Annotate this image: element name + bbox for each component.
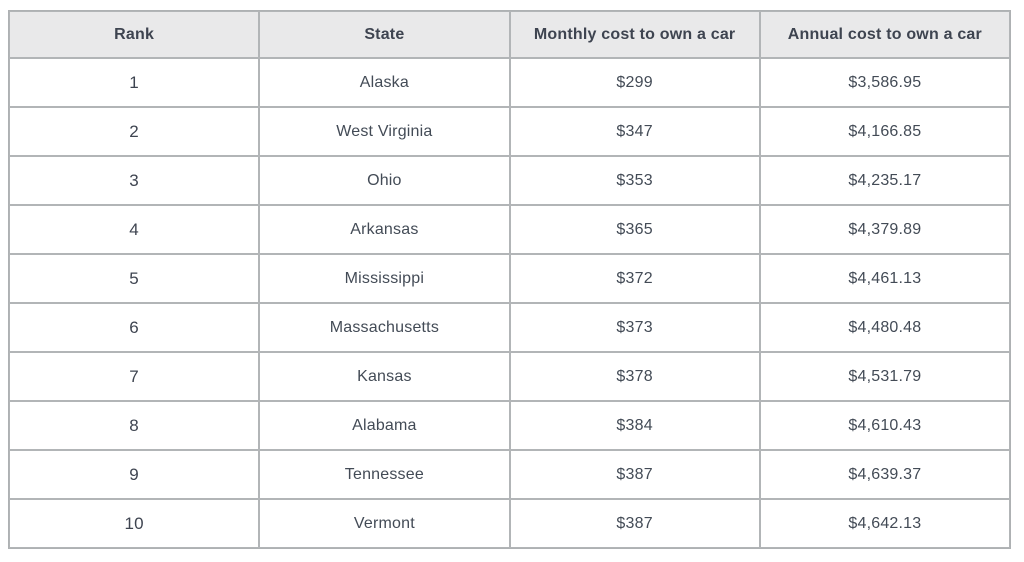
table-row: 5 Mississippi $372 $4,461.13 [9,254,1010,303]
table-header: Rank State Monthly cost to own a car Ann… [9,11,1010,58]
monthly-cost-cell: $384 [509,401,760,450]
col-header-annual-cost: Annual cost to own a car [759,11,1010,58]
annual-cost-cell: $4,639.37 [759,450,1010,499]
rank-cell: 1 [9,58,260,107]
monthly-cost-cell: $387 [509,499,760,548]
table-body: 1 Alaska $299 $3,586.95 2 West Virginia $347 $4… [9,58,1010,548]
state-cell: Tennessee [259,450,510,499]
annual-cost-cell: $4,379.89 [759,205,1010,254]
state-cell: Alaska [259,58,510,107]
annual-cost-cell: $4,461.13 [759,254,1010,303]
rank-cell: 2 [9,107,260,156]
rank-cell: 7 [9,352,260,401]
monthly-cost-cell: $378 [509,352,760,401]
monthly-cost-cell: $299 [509,58,760,107]
annual-cost-cell: $4,531.79 [759,352,1010,401]
monthly-cost-cell: $347 [509,107,760,156]
table-row: 6 Massachusetts $373 $4,480.48 [9,303,1010,352]
rank-cell: 5 [9,254,260,303]
col-header-rank: Rank [9,11,260,58]
table-row: 4 Arkansas $365 $4,379.89 [9,205,1010,254]
monthly-cost-cell: $373 [509,303,760,352]
state-cell: Arkansas [259,205,510,254]
state-cell: West Virginia [259,107,510,156]
rank-cell: 8 [9,401,260,450]
car-ownership-cost-table: Rank State Monthly cost to own a car Ann… [8,10,1011,549]
state-cell: Mississippi [259,254,510,303]
rank-cell: 9 [9,450,260,499]
col-header-state: State [259,11,510,58]
monthly-cost-cell: $353 [509,156,760,205]
monthly-cost-cell: $387 [509,450,760,499]
table-row: 8 Alabama $384 $4,610.43 [9,401,1010,450]
table-row: 1 Alaska $299 $3,586.95 [9,58,1010,107]
rank-cell: 3 [9,156,260,205]
table-row: 3 Ohio $353 $4,235.17 [9,156,1010,205]
annual-cost-cell: $4,610.43 [759,401,1010,450]
table-row: 2 West Virginia $347 $4,166.85 [9,107,1010,156]
annual-cost-cell: $4,480.48 [759,303,1010,352]
state-cell: Vermont [259,499,510,548]
monthly-cost-cell: $365 [509,205,760,254]
state-cell: Kansas [259,352,510,401]
annual-cost-cell: $4,642.13 [759,499,1010,548]
state-cell: Massachusetts [259,303,510,352]
header-row: Rank State Monthly cost to own a car Ann… [9,11,1010,58]
annual-cost-cell: $4,166.85 [759,107,1010,156]
monthly-cost-cell: $372 [509,254,760,303]
col-header-monthly-cost: Monthly cost to own a car [509,11,760,58]
rank-cell: 10 [9,499,260,548]
annual-cost-cell: $3,586.95 [759,58,1010,107]
rank-cell: 4 [9,205,260,254]
rank-cell: 6 [9,303,260,352]
table-row: 9 Tennessee $387 $4,639.37 [9,450,1010,499]
annual-cost-cell: $4,235.17 [759,156,1010,205]
state-cell: Ohio [259,156,510,205]
table-row: 7 Kansas $378 $4,531.79 [9,352,1010,401]
table-row: 10 Vermont $387 $4,642.13 [9,499,1010,548]
state-cell: Alabama [259,401,510,450]
